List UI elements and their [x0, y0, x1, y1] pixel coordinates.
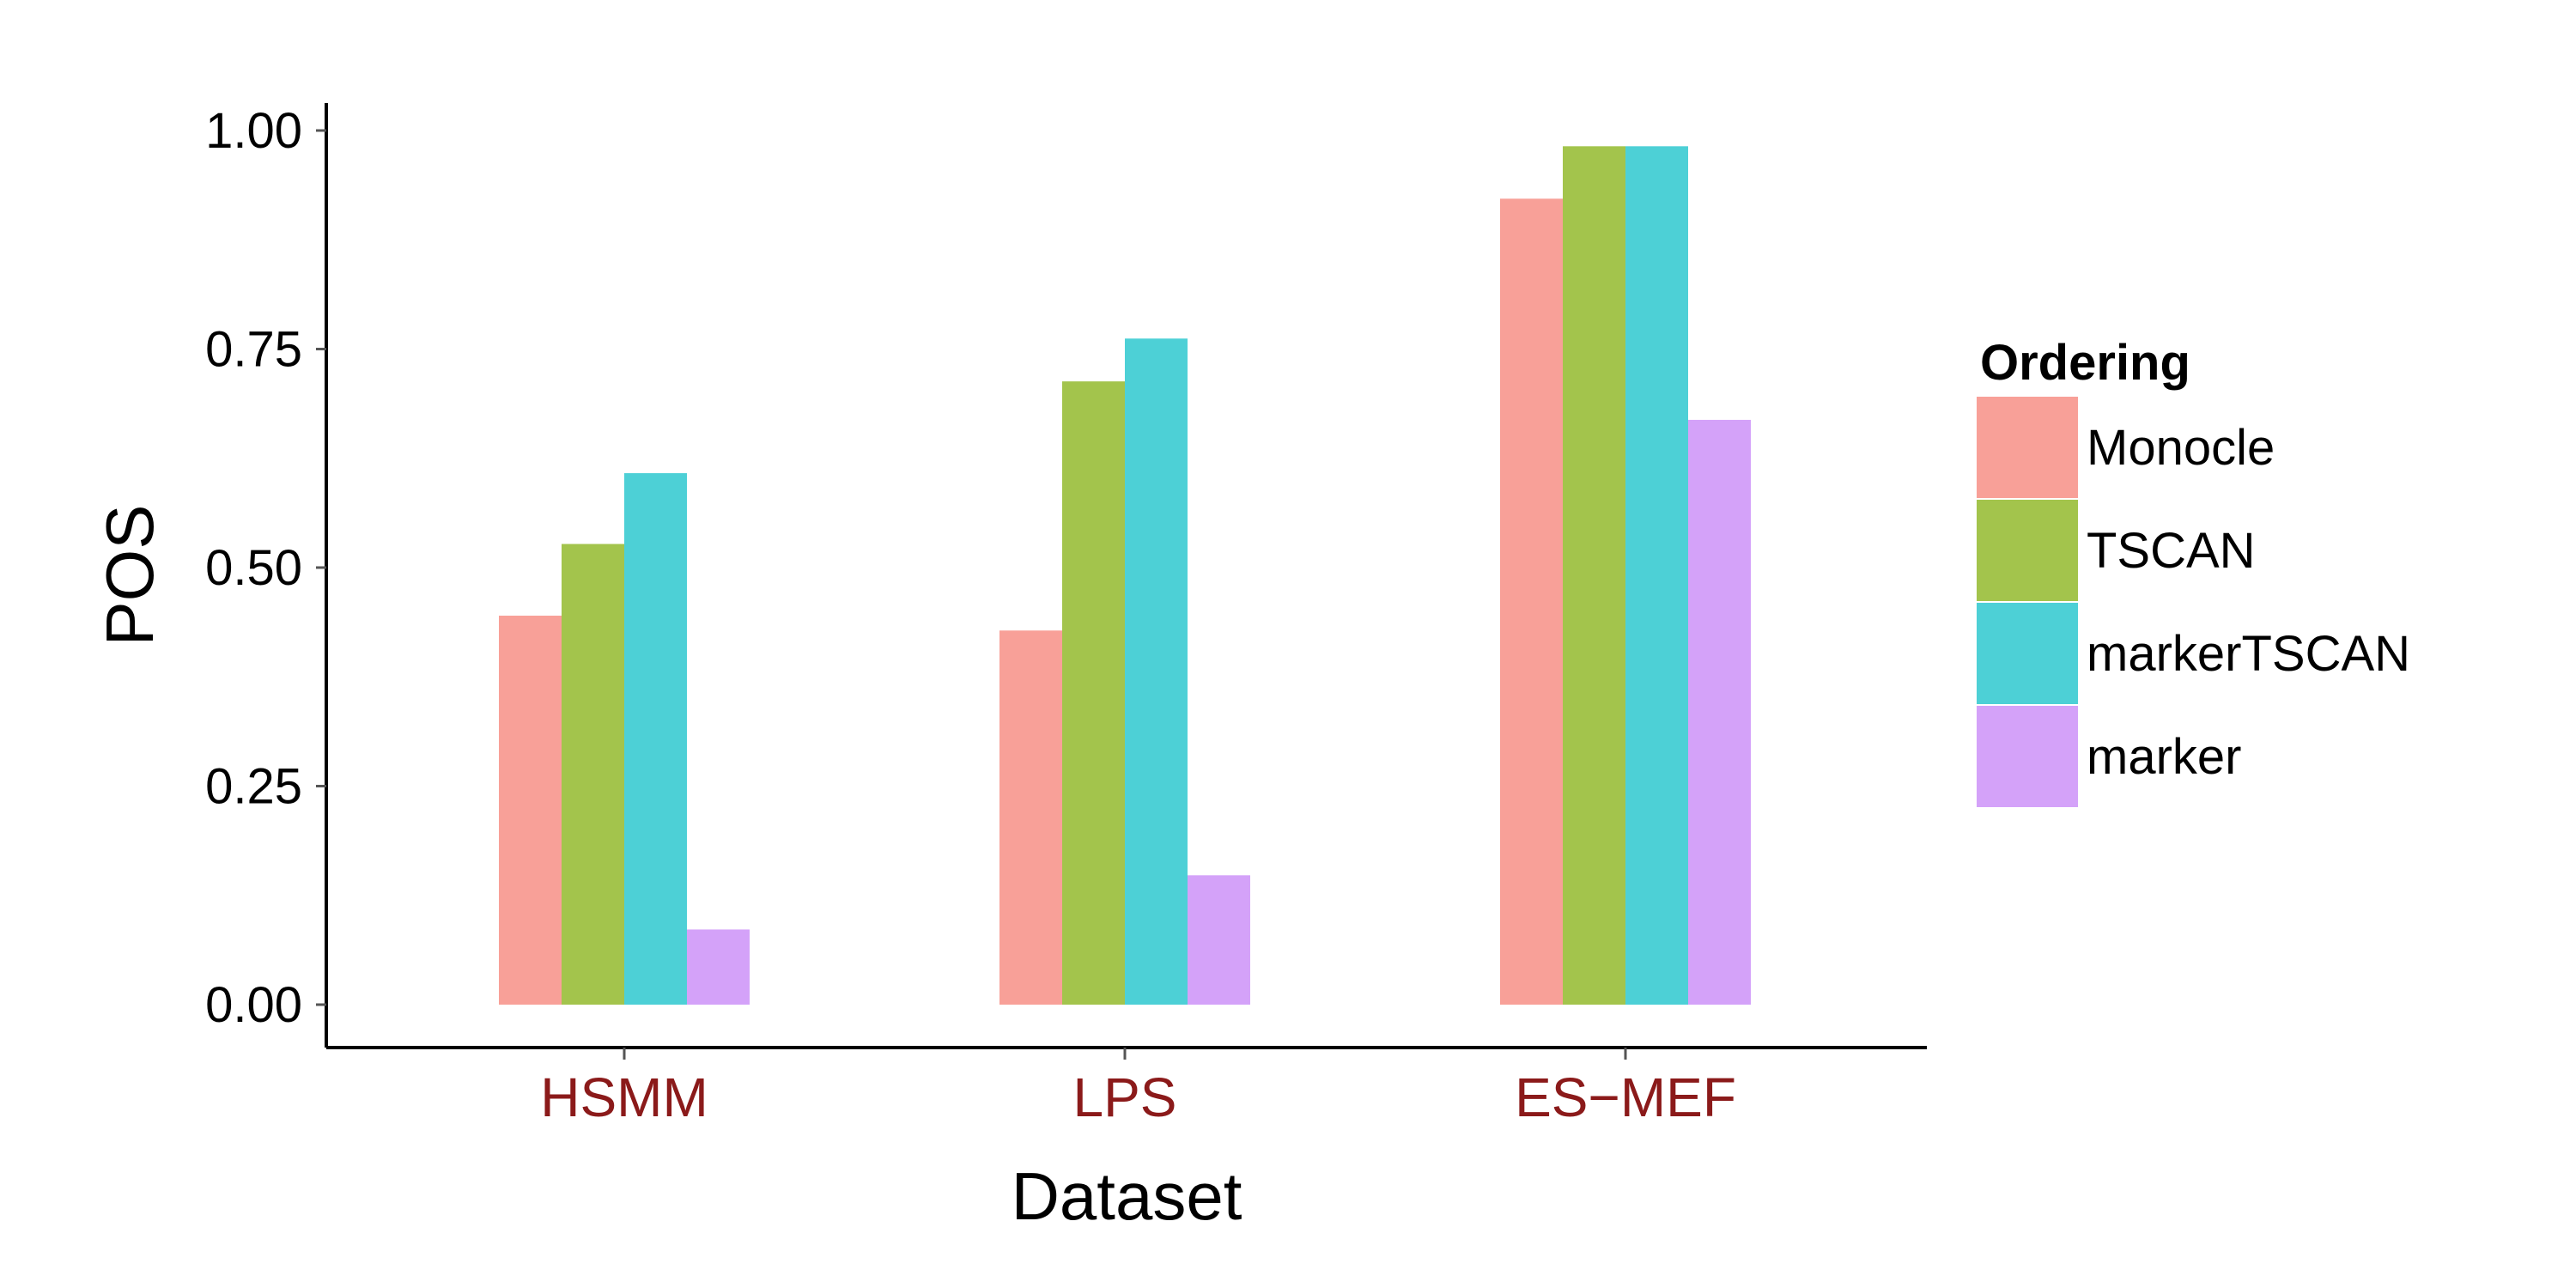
- legend: Ordering Monocle TSCAN markerTSCAN marker: [1977, 335, 2410, 807]
- y-tick-label: 0.00: [205, 977, 302, 1033]
- y-tick-label: 1.00: [205, 103, 302, 159]
- y-tick-label: 0.50: [205, 540, 302, 596]
- bar-monocle-0: [499, 615, 562, 1005]
- x-ticks-group: HSMM LPS ES−MEF: [540, 1048, 1736, 1128]
- bar-marker-0: [687, 929, 750, 1005]
- legend-key-markertscan: [1977, 603, 2078, 704]
- y-axis-title: POS: [92, 505, 167, 647]
- legend-key-tscan: [1977, 500, 2078, 601]
- legend-label-monocle: Monocle: [2087, 420, 2275, 476]
- bar-tscan-2: [1563, 146, 1625, 1005]
- bar-monocle-1: [999, 630, 1062, 1005]
- legend-label-markertscan: markerTSCAN: [2087, 626, 2410, 682]
- x-tick-label: LPS: [1073, 1066, 1177, 1128]
- legend-label-tscan: TSCAN: [2087, 523, 2256, 579]
- bar-marker-1: [1188, 875, 1250, 1005]
- x-axis-title: Dataset: [1012, 1158, 1242, 1234]
- y-tick-label: 0.75: [205, 322, 302, 378]
- bar-markertscan-0: [624, 473, 687, 1005]
- bar-markertscan-2: [1625, 146, 1688, 1005]
- legend-key-marker: [1977, 706, 2078, 807]
- legend-title: Ordering: [1980, 335, 2190, 391]
- bar-markertscan-1: [1125, 338, 1188, 1005]
- bar-tscan-0: [562, 544, 624, 1005]
- legend-label-marker: marker: [2087, 729, 2241, 785]
- y-ticks-group: 0.00 0.25 0.50 0.75 1.00: [205, 103, 326, 1033]
- x-tick-label: HSMM: [540, 1066, 708, 1128]
- bars-group: [499, 146, 1751, 1005]
- bar-monocle-2: [1500, 198, 1563, 1005]
- bar-tscan-1: [1062, 381, 1125, 1005]
- bar-marker-2: [1688, 419, 1751, 1005]
- legend-key-monocle: [1977, 397, 2078, 498]
- y-tick-label: 0.25: [205, 759, 302, 815]
- x-tick-label: ES−MEF: [1515, 1066, 1736, 1128]
